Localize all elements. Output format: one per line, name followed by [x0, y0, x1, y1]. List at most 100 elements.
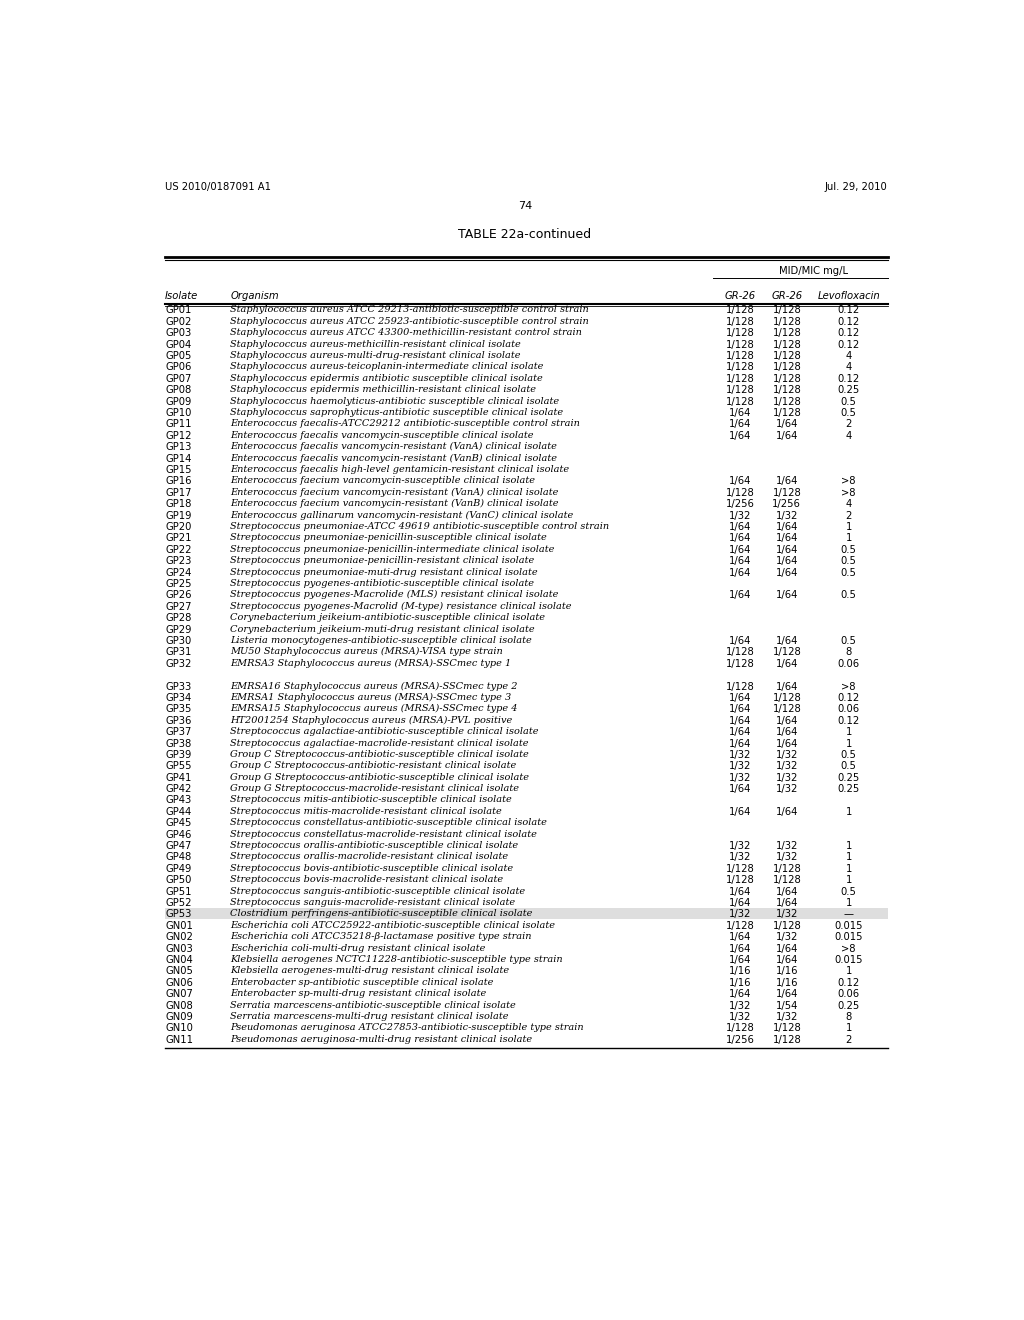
Text: Staphylococcus aureus-multi-drug-resistant clinical isolate: Staphylococcus aureus-multi-drug-resista…: [230, 351, 521, 360]
Text: Streptococcus mitis-antibiotic-susceptible clinical isolate: Streptococcus mitis-antibiotic-susceptib…: [230, 796, 512, 804]
Text: 1/128: 1/128: [772, 305, 801, 315]
Text: GP16: GP16: [165, 477, 191, 486]
Text: 1/128: 1/128: [726, 351, 755, 362]
Text: GN04: GN04: [165, 956, 193, 965]
Text: GR-26: GR-26: [725, 290, 756, 301]
Text: 0.12: 0.12: [838, 374, 860, 384]
Text: Streptococcus bovis-antibiotic-susceptible clinical isolate: Streptococcus bovis-antibiotic-susceptib…: [230, 863, 513, 873]
Text: Enterococcus faecium vancomycin-susceptible clinical isolate: Enterococcus faecium vancomycin-suscepti…: [230, 477, 536, 486]
Text: 0.015: 0.015: [835, 932, 863, 942]
Text: 1/64: 1/64: [775, 545, 798, 554]
Text: 1/64: 1/64: [729, 887, 752, 896]
Text: 1/64: 1/64: [729, 989, 752, 999]
Text: 1/128: 1/128: [726, 396, 755, 407]
Text: 0.25: 0.25: [838, 1001, 860, 1011]
Text: 1: 1: [846, 807, 852, 817]
Text: Staphylococcus aureus ATCC 29213-antibiotic-susceptible control strain: Staphylococcus aureus ATCC 29213-antibio…: [230, 305, 589, 314]
Text: 4: 4: [846, 363, 852, 372]
Text: 1: 1: [846, 738, 852, 748]
Text: Listeria monocytogenes-antibiotic-susceptible clinical isolate: Listeria monocytogenes-antibiotic-suscep…: [230, 636, 532, 645]
Text: GP31: GP31: [165, 647, 191, 657]
Text: 1: 1: [846, 841, 852, 851]
Text: 1/64: 1/64: [729, 521, 752, 532]
Text: 1: 1: [846, 875, 852, 886]
Text: 1/32: 1/32: [729, 750, 752, 760]
Text: GP03: GP03: [165, 329, 191, 338]
Text: 1: 1: [846, 727, 852, 737]
Text: Enterococcus faecalis-ATCC29212 antibiotic-susceptible control strain: Enterococcus faecalis-ATCC29212 antibiot…: [230, 420, 581, 429]
Text: EMRSA16 Staphylococcus aureus (MRSA)-SSCmec type 2: EMRSA16 Staphylococcus aureus (MRSA)-SSC…: [230, 681, 518, 690]
Text: 1/32: 1/32: [775, 841, 798, 851]
Text: Isolate: Isolate: [165, 290, 199, 301]
Text: 0.06: 0.06: [838, 659, 860, 669]
Text: Corynebacterium jeikeium-muti-drug resistant clinical isolate: Corynebacterium jeikeium-muti-drug resis…: [230, 624, 535, 634]
Text: 1: 1: [846, 1023, 852, 1034]
Text: Staphylococcus haemolyticus-antibiotic susceptible clinical isolate: Staphylococcus haemolyticus-antibiotic s…: [230, 396, 559, 405]
Text: 1/64: 1/64: [775, 477, 798, 486]
Text: 1/64: 1/64: [775, 956, 798, 965]
Text: Enterococcus faecalis vancomycin-resistant (VanB) clinical isolate: Enterococcus faecalis vancomycin-resista…: [230, 454, 557, 463]
Text: 0.25: 0.25: [838, 385, 860, 395]
Text: 1/128: 1/128: [726, 363, 755, 372]
Text: 1/64: 1/64: [729, 556, 752, 566]
Text: GP42: GP42: [165, 784, 191, 795]
Text: Streptococcus pneumoniae-penicillin-susceptible clinical isolate: Streptococcus pneumoniae-penicillin-susc…: [230, 533, 547, 543]
Text: GP55: GP55: [165, 762, 191, 771]
Text: GP23: GP23: [165, 556, 191, 566]
Text: GN02: GN02: [165, 932, 194, 942]
Text: 1: 1: [846, 966, 852, 977]
Text: Group C Streptococcus-antibiotic-resistant clinical isolate: Group C Streptococcus-antibiotic-resista…: [230, 762, 516, 771]
Text: 1/64: 1/64: [729, 956, 752, 965]
Text: GP48: GP48: [165, 853, 191, 862]
Text: GP19: GP19: [165, 511, 191, 520]
Text: 1/128: 1/128: [772, 1023, 801, 1034]
Text: 1/32: 1/32: [775, 750, 798, 760]
Text: Jul. 29, 2010: Jul. 29, 2010: [824, 182, 888, 191]
Text: 1/64: 1/64: [775, 568, 798, 578]
Text: 1/64: 1/64: [775, 989, 798, 999]
Text: GP33: GP33: [165, 681, 191, 692]
Text: >8: >8: [842, 944, 856, 953]
Text: 1: 1: [846, 533, 852, 544]
Text: GP21: GP21: [165, 533, 191, 544]
Text: 0.12: 0.12: [838, 715, 860, 726]
Text: HT2001254 Staphylococcus aureus (MRSA)-PVL positive: HT2001254 Staphylococcus aureus (MRSA)-P…: [230, 715, 513, 725]
Text: GP26: GP26: [165, 590, 191, 601]
Text: GP49: GP49: [165, 863, 191, 874]
Text: 0.5: 0.5: [841, 590, 857, 601]
Text: 1/128: 1/128: [772, 875, 801, 886]
Text: GR-26: GR-26: [771, 290, 803, 301]
Text: GP38: GP38: [165, 738, 191, 748]
Text: GP08: GP08: [165, 385, 191, 395]
Text: GP30: GP30: [165, 636, 191, 645]
Text: Enterobacter sp-multi-drug resistant clinical isolate: Enterobacter sp-multi-drug resistant cli…: [230, 989, 486, 998]
Text: 1/64: 1/64: [775, 681, 798, 692]
Text: 1/64: 1/64: [729, 784, 752, 795]
Text: GP29: GP29: [165, 624, 191, 635]
Text: 1/128: 1/128: [772, 396, 801, 407]
Text: 0.12: 0.12: [838, 305, 860, 315]
Text: 1/128: 1/128: [772, 647, 801, 657]
Text: GN11: GN11: [165, 1035, 194, 1045]
Text: GN03: GN03: [165, 944, 193, 953]
Text: —: —: [844, 909, 854, 920]
Text: GN08: GN08: [165, 1001, 193, 1011]
Text: 1/16: 1/16: [729, 978, 752, 987]
Text: 1/32: 1/32: [775, 853, 798, 862]
Text: 1/128: 1/128: [726, 921, 755, 931]
Text: 4: 4: [846, 351, 852, 362]
Text: 1/32: 1/32: [729, 772, 752, 783]
Text: 1/32: 1/32: [775, 784, 798, 795]
Text: GP07: GP07: [165, 374, 191, 384]
Text: 1/128: 1/128: [772, 705, 801, 714]
Text: 1/64: 1/64: [729, 944, 752, 953]
Text: GP25: GP25: [165, 579, 191, 589]
Text: Enterococcus faecium vancomycin-resistant (VanA) clinical isolate: Enterococcus faecium vancomycin-resistan…: [230, 488, 559, 496]
Text: 1/128: 1/128: [726, 385, 755, 395]
Text: Clostridium perfringens-antibiotic-susceptible clinical isolate: Clostridium perfringens-antibiotic-susce…: [230, 909, 532, 919]
Text: 1: 1: [846, 853, 852, 862]
Text: GP24: GP24: [165, 568, 191, 578]
Text: Streptococcus sanguis-antibiotic-susceptible clinical isolate: Streptococcus sanguis-antibiotic-suscept…: [230, 887, 525, 896]
Text: 1/256: 1/256: [726, 1035, 755, 1045]
Text: Staphylococcus saprophyticus-antibiotic susceptible clinical isolate: Staphylococcus saprophyticus-antibiotic …: [230, 408, 563, 417]
